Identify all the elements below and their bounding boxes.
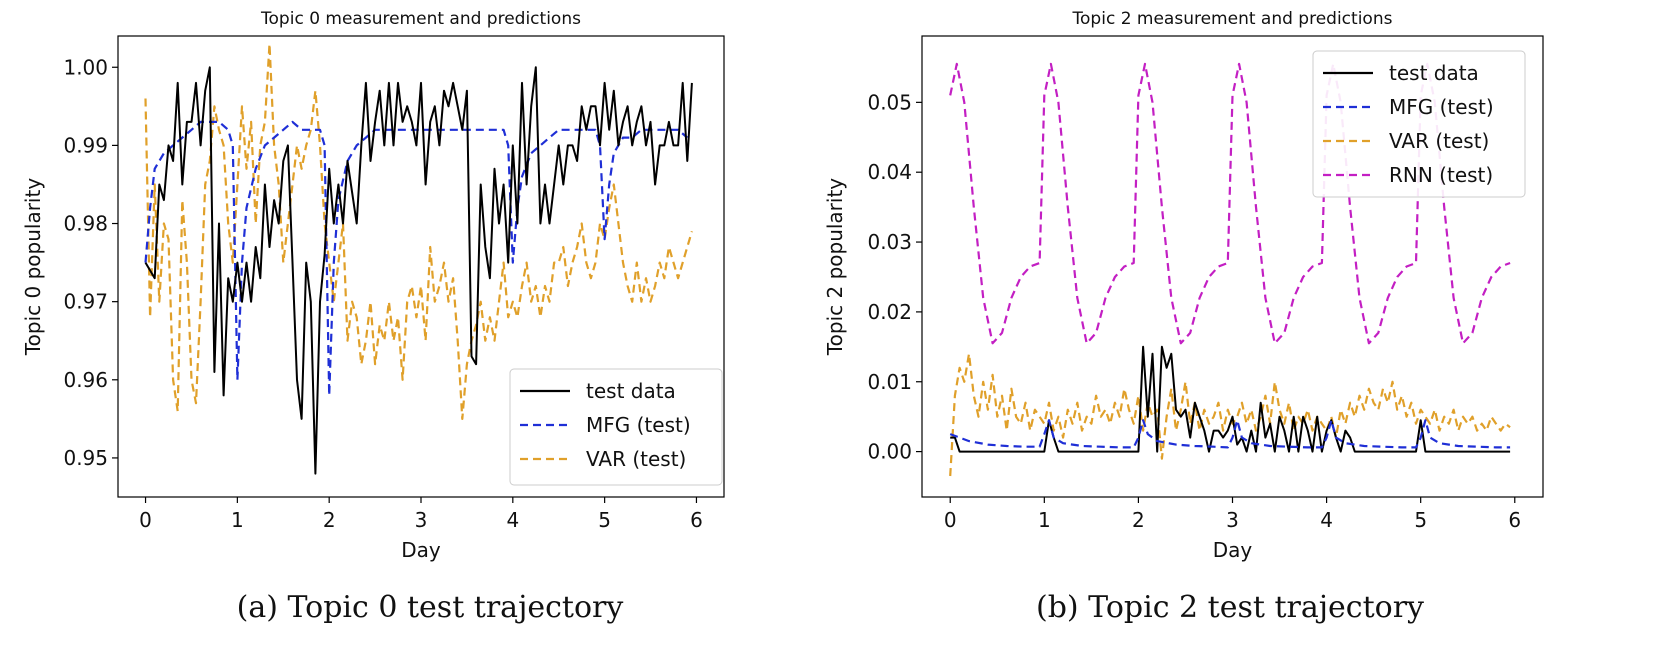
chart-title: Topic 2 measurement and predictions [1072, 9, 1393, 29]
x-tick-label: 6 [690, 508, 703, 532]
y-axis-label: Topic 0 popularity [21, 178, 45, 356]
chart-title: Topic 0 measurement and predictions [260, 9, 581, 29]
x-tick-label: 0 [139, 508, 152, 532]
caption-b: (b) Topic 2 test trajectory [1036, 590, 1424, 625]
y-tick-label: 0.02 [867, 300, 912, 324]
y-tick-label: 0.99 [63, 133, 108, 157]
series-test-data [144, 66, 693, 475]
series-var-test [949, 352, 1511, 477]
chart-topic-2: Topic 2 measurement and predictions 0 1 2 3 4… [823, 9, 1544, 562]
y-tick-label: 0.97 [63, 290, 108, 314]
x-tick-label: 4 [506, 508, 519, 532]
x-tick-label: 5 [1414, 508, 1427, 532]
series-mfg-test [949, 419, 1511, 449]
x-tick-label: 1 [231, 508, 244, 532]
y-tick-label: 1.00 [63, 55, 108, 79]
legend-label: VAR (test) [1389, 129, 1489, 153]
series-var-test [144, 42, 693, 420]
series-test-data [950, 345, 1511, 453]
caption-a: (a) Topic 0 test trajectory [236, 590, 624, 625]
x-tick-label: 0 [944, 508, 957, 532]
y-axis-label: Topic 2 popularity [823, 178, 847, 356]
x-tick-label: 5 [598, 508, 611, 532]
legend-label: MFG (test) [586, 413, 691, 437]
legend-label: test data [586, 379, 676, 403]
series-mfg-test [144, 120, 689, 397]
legend-label: VAR (test) [586, 447, 686, 471]
x-tick-label: 3 [1226, 508, 1239, 532]
x-tick-label: 2 [1132, 508, 1145, 532]
y-tick-label: 0.98 [63, 212, 108, 236]
legend-label: RNN (test) [1389, 163, 1493, 187]
x-tick-label: 6 [1508, 508, 1521, 532]
x-tick-label: 4 [1320, 508, 1333, 532]
legend-box [1312, 50, 1526, 198]
y-tick-label: 0.96 [63, 368, 108, 392]
legend-label: MFG (test) [1389, 95, 1494, 119]
series-rnn-test [949, 62, 1511, 345]
chart-topic-0: Topic 0 measurement and predictions 0 1 2 3 4… [21, 9, 725, 562]
x-axis-label: Day [1213, 538, 1253, 562]
y-tick-label: 0.04 [867, 160, 912, 184]
legend-box [509, 368, 723, 486]
y-tick-label: 0.03 [867, 230, 912, 254]
y-tick-label: 0.00 [867, 440, 912, 464]
y-tick-label: 0.05 [867, 90, 912, 114]
y-tick-label: 0.01 [867, 370, 912, 394]
x-tick-label: 1 [1038, 508, 1051, 532]
x-axis-label: Day [401, 538, 441, 562]
x-tick-label: 2 [323, 508, 336, 532]
legend-label: test data [1389, 61, 1479, 85]
y-tick-label: 0.95 [63, 446, 108, 470]
x-tick-label: 3 [415, 508, 428, 532]
